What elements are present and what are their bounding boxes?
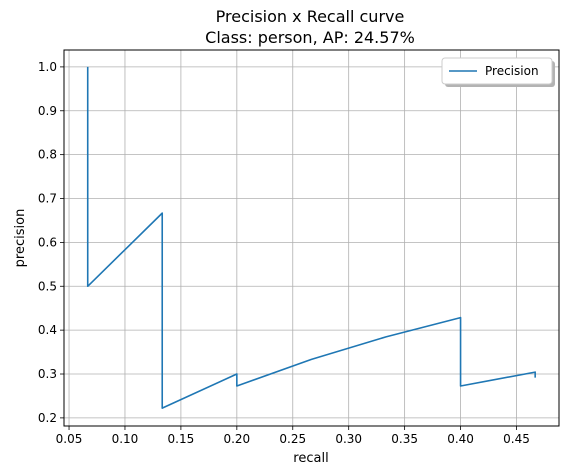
legend-box (441, 57, 553, 85)
y-tick-label: 0.5 (38, 279, 57, 293)
chart-subtitle: Class: person, AP: 24.57% (205, 28, 415, 47)
y-tick-label: 0.7 (38, 192, 57, 206)
y-tick-label: 1.0 (38, 60, 57, 74)
x-axis-ticks: 0.05 0.10 0.15 0.20 0.25 0.30 0.35 0.40 0.45 (56, 426, 530, 446)
y-tick-label: 0.9 (38, 104, 57, 118)
legend: Precision (441, 57, 555, 87)
grid (64, 50, 559, 426)
y-tick-label: 0.4 (38, 323, 57, 337)
series-line-precision (86, 66, 536, 409)
y-axis-ticks: 0.2 0.3 0.4 0.5 0.6 0.7 0.8 0.9 1.0 (38, 60, 64, 425)
x-tick-label: 0.30 (335, 432, 362, 446)
series-layer (86, 66, 536, 409)
x-tick-label: 0.25 (279, 432, 306, 446)
plot-frame (63, 49, 560, 427)
x-tick-label: 0.10 (112, 432, 139, 446)
y-tick-label: 0.8 (38, 148, 57, 162)
x-tick-label: 0.15 (168, 432, 195, 446)
legend-entry-precision: Precision (485, 64, 539, 78)
x-tick-label: 0.05 (56, 432, 83, 446)
y-tick-label: 0.2 (38, 411, 57, 425)
x-tick-label: 0.45 (503, 432, 530, 446)
chart-title: Precision x Recall curve (216, 7, 405, 26)
x-tick-label: 0.40 (447, 432, 474, 446)
x-tick-label: 0.35 (391, 432, 418, 446)
y-axis-label: precision (13, 209, 28, 268)
x-axis-label: recall (293, 451, 328, 466)
y-tick-label: 0.6 (38, 235, 57, 249)
y-tick-label: 0.3 (38, 367, 57, 381)
x-tick-label: 0.20 (223, 432, 250, 446)
